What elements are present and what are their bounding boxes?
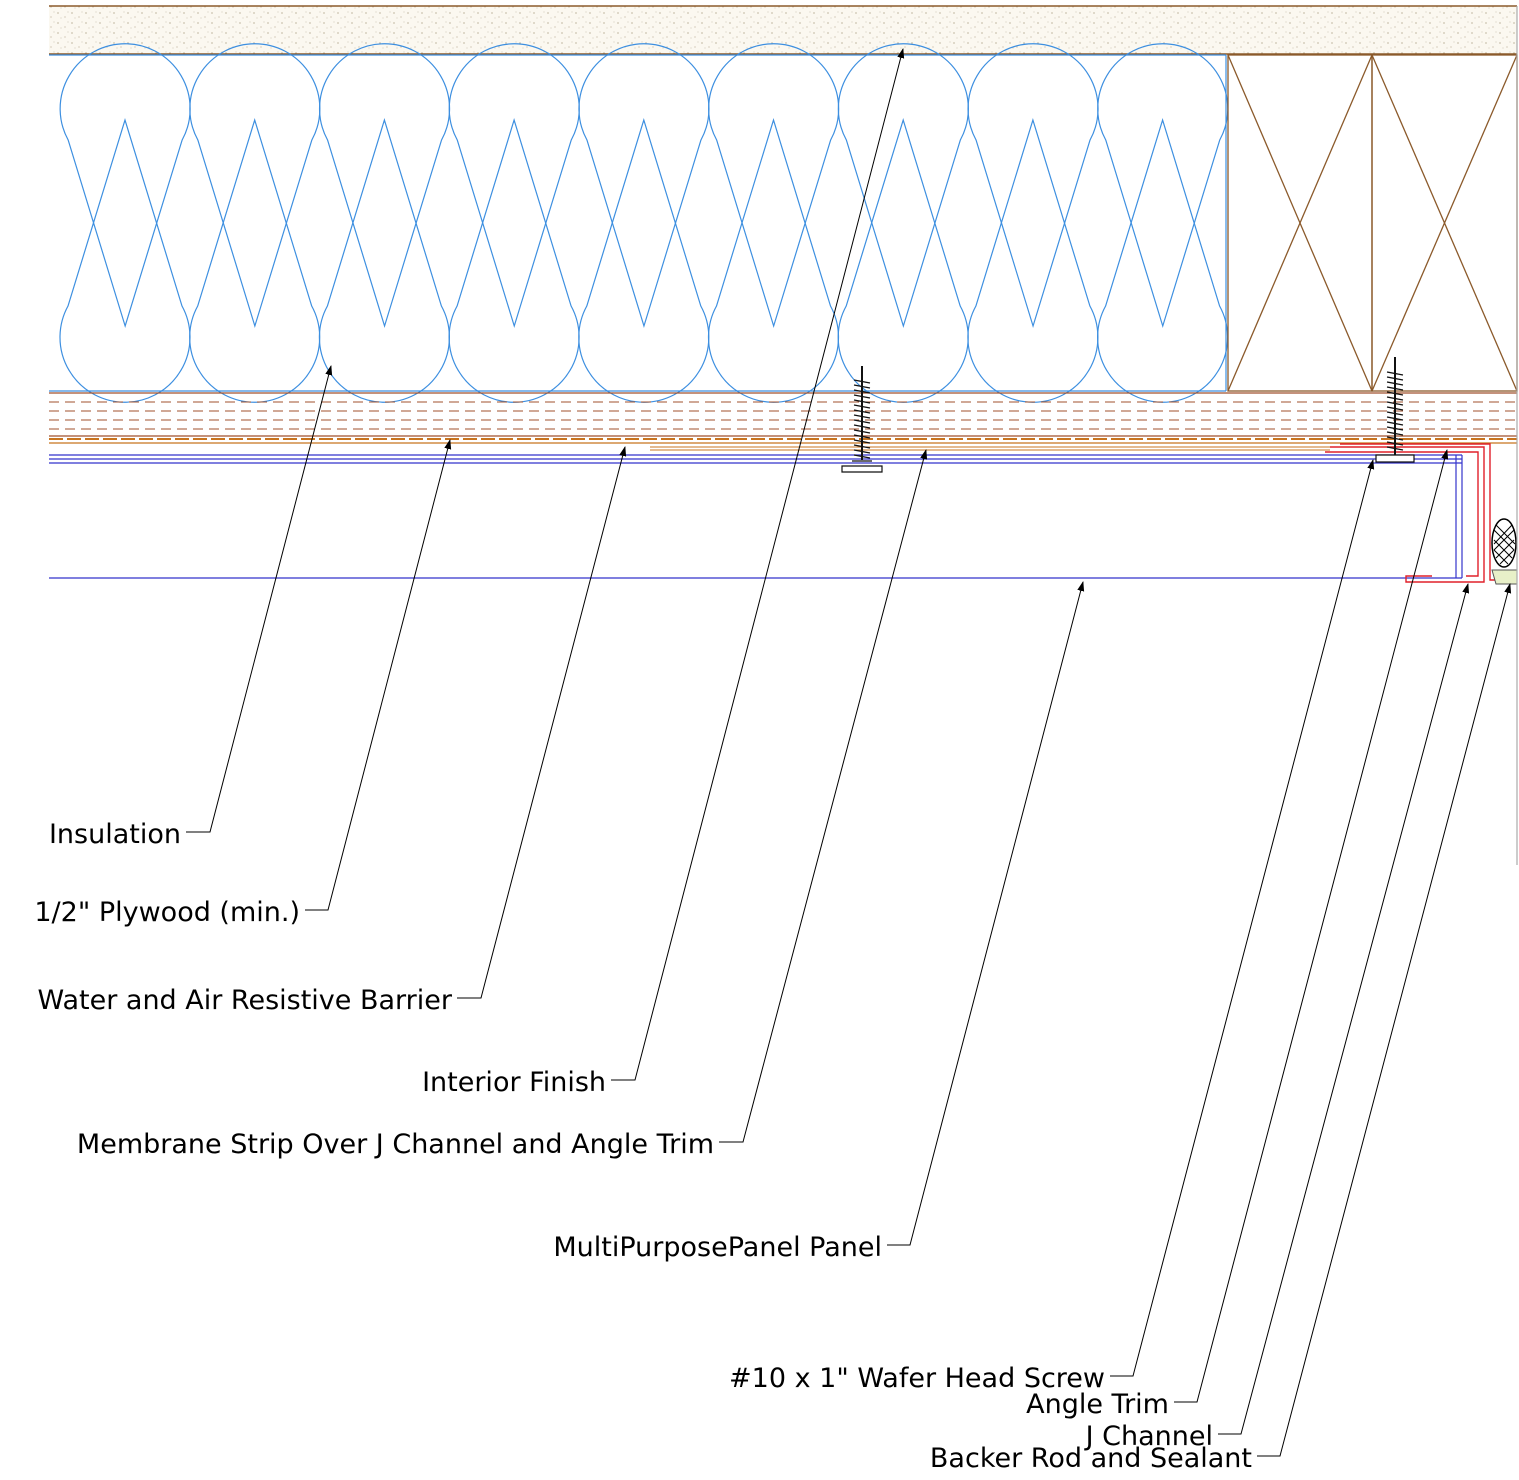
label-barrier: Water and Air Resistive Barrier [38,985,453,1016]
insulation-loop [578,43,710,329]
insulation-loop [707,117,840,403]
insulation-batt [49,43,1229,403]
label-screw: #10 x 1" Wafer Head Screw [729,1363,1105,1394]
screw-right [1375,357,1415,463]
insulation-loop [189,117,321,403]
leader-angle-trim [1174,449,1449,1403]
insulation-loop [318,43,451,329]
plywood-sheathing [49,392,1517,437]
insulation-loop [59,117,191,403]
leader-j-channel [1218,583,1470,1435]
leader-barrier [457,446,627,999]
insulation-loop [967,43,1099,329]
label-plywood: 1/2" Plywood (min.) [34,897,300,928]
insulation-loop [837,43,969,329]
insulation-loop [448,43,580,329]
insulation-loop [59,43,191,329]
leader-plywood [305,439,452,911]
leader-membrane [719,449,928,1143]
insulation-loop [578,117,710,403]
label-insulation: Insulation [49,819,181,850]
interior-finish-layer [49,5,1517,55]
screw-left [841,366,883,473]
panel [49,454,1463,579]
label-panel: MultiPurposePanel Panel [553,1232,882,1263]
insulation-loop [1097,117,1229,403]
label-backer-rod: Backer Rod and Sealant [930,1443,1252,1474]
angle-trim-and-j-channel [1325,443,1500,583]
insulation-loop [967,117,1099,403]
insulation-loop [1097,43,1229,329]
leader-panel [887,581,1085,1246]
label-angle-trim: Angle Trim [1026,1389,1169,1420]
insulation-loop [448,117,580,403]
insulation-loop [189,43,321,329]
leader-lines [186,48,1512,1457]
label-interior-finish: Interior Finish [422,1067,606,1098]
leader-backer-rod [1257,583,1512,1457]
insulation-loop [708,43,840,329]
leader-screw [1110,459,1375,1377]
wood-stud-framing [1227,54,1518,392]
water-air-barrier [49,438,1517,451]
callout-labels: Insulation 1/2" Plywood (min.) Water and… [34,819,1252,1474]
backer-rod-sealant [1491,518,1518,585]
label-j-channel: J Channel [1084,1421,1213,1452]
leader-interior-finish [611,48,905,1081]
insulation-loop [318,117,450,403]
label-membrane: Membrane Strip Over J Channel and Angle … [77,1129,714,1160]
insulation-loop [837,117,969,403]
leader-insulation [186,365,333,833]
